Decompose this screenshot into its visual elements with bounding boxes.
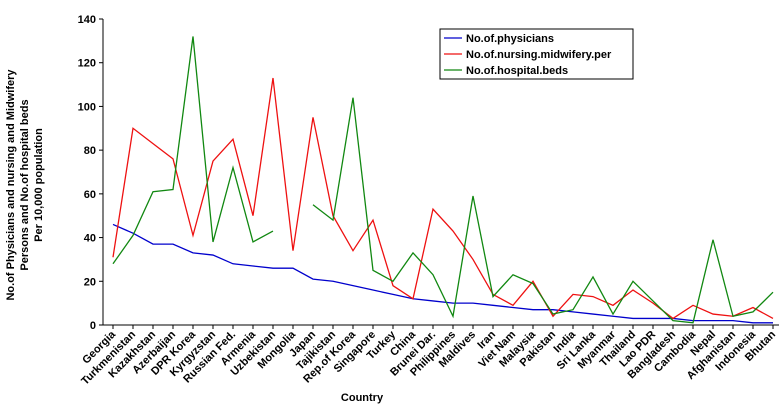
y-tick-label: 20 xyxy=(84,276,96,288)
y-tick-label: 140 xyxy=(78,14,96,26)
y-tick-label: 80 xyxy=(84,145,96,157)
legend-label: No.of.physicians xyxy=(466,33,554,45)
y-tick-label: 40 xyxy=(84,233,96,245)
y-tick-label: 60 xyxy=(84,189,96,201)
x-axis-title: Country xyxy=(341,392,384,404)
y-tick-label: 100 xyxy=(78,101,96,113)
y-axis-title: No.of Physicians and nursing and Midwife… xyxy=(5,69,45,301)
y-label-line: No.of Physicians and nursing and Midwife… xyxy=(5,69,17,301)
legend-label: No.of.nursing.midwifery.per xyxy=(466,49,612,61)
y-tick-label: 0 xyxy=(90,320,96,332)
legend-label: No.of.hospital.beds xyxy=(466,65,568,77)
y-label-line: Per 10,000 population xyxy=(33,128,45,242)
series-line xyxy=(112,77,774,320)
legend-box xyxy=(439,28,634,80)
series-line xyxy=(112,36,774,324)
series-line xyxy=(112,223,773,324)
y-label-line: Persons and No.of hospital beds xyxy=(19,99,31,270)
y-tick-label: 120 xyxy=(78,58,96,70)
